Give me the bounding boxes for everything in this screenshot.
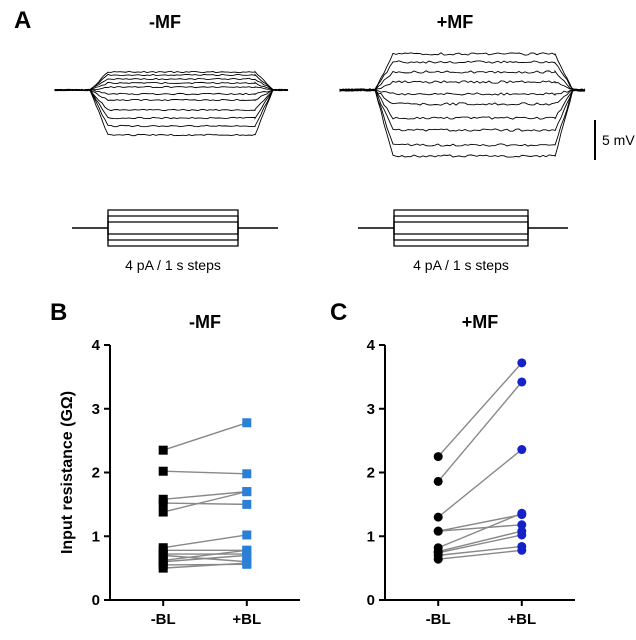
pair-line bbox=[438, 382, 522, 481]
data-point bbox=[434, 555, 443, 564]
x-tick-label: -BL bbox=[151, 611, 176, 628]
data-point bbox=[242, 487, 251, 496]
protocol-step bbox=[394, 228, 528, 234]
x-tick-label: +BL bbox=[232, 611, 261, 628]
voltage-trace bbox=[340, 89, 585, 157]
data-point bbox=[242, 559, 251, 568]
protocol-step bbox=[394, 222, 528, 228]
protocol-step bbox=[108, 228, 238, 246]
voltage-trace bbox=[340, 61, 585, 91]
panel-a-letter: A bbox=[14, 7, 31, 34]
data-point bbox=[434, 527, 443, 536]
y-tick-label: 1 bbox=[367, 528, 375, 545]
data-point bbox=[159, 467, 168, 476]
panel-a-title-left: -MF bbox=[149, 12, 181, 32]
y-tick-label: 2 bbox=[92, 465, 100, 482]
voltage-trace bbox=[340, 53, 585, 91]
paired-plot: C +MF 0 1 2 3 4 -BL +BL bbox=[330, 299, 575, 628]
data-point bbox=[242, 530, 251, 539]
protocol-step bbox=[394, 210, 528, 228]
pair-line bbox=[438, 450, 522, 518]
protocol-step bbox=[108, 228, 238, 234]
y-axis-label: Input resistance (GΩ) bbox=[59, 391, 76, 554]
paired-plot: B -MF 0 1 2 3 4 Input resistance (GΩ) -BL +BL bbox=[50, 299, 300, 628]
y-tick-label: 0 bbox=[92, 592, 100, 609]
pair-line bbox=[163, 423, 247, 450]
data-point bbox=[517, 509, 526, 518]
x-tick-label: +BL bbox=[507, 611, 536, 628]
data-point bbox=[242, 500, 251, 509]
scalebar-label: 5 mV bbox=[602, 132, 635, 148]
protocol-step bbox=[108, 210, 238, 228]
pair-line bbox=[438, 363, 522, 457]
voltage-trace bbox=[55, 89, 288, 135]
data-point bbox=[434, 513, 443, 522]
data-point bbox=[517, 530, 526, 539]
y-tick-label: 1 bbox=[92, 528, 100, 545]
data-point bbox=[242, 418, 251, 427]
data-point bbox=[517, 358, 526, 367]
trace-group bbox=[340, 53, 585, 157]
data-point bbox=[159, 564, 168, 573]
data-point bbox=[517, 546, 526, 555]
y-tick-label: 4 bbox=[92, 337, 101, 354]
protocol-step bbox=[108, 222, 238, 228]
panel-title: +MF bbox=[462, 312, 499, 332]
y-tick-label: 0 bbox=[367, 592, 375, 609]
data-point bbox=[159, 508, 168, 517]
panel-letter: B bbox=[50, 299, 67, 326]
pair-line bbox=[163, 471, 247, 474]
data-point bbox=[159, 499, 168, 508]
x-tick-label: -BL bbox=[426, 611, 451, 628]
y-tick-label: 2 bbox=[367, 465, 375, 482]
data-point bbox=[517, 445, 526, 454]
voltage-trace bbox=[55, 78, 288, 90]
pair-line bbox=[163, 492, 247, 500]
data-point bbox=[517, 377, 526, 386]
y-tick-label: 4 bbox=[367, 337, 376, 354]
pair-line bbox=[163, 503, 247, 504]
panel-title: -MF bbox=[189, 312, 221, 332]
trace-group bbox=[55, 71, 288, 135]
voltage-trace bbox=[55, 74, 288, 90]
protocol bbox=[72, 210, 278, 246]
protocol bbox=[358, 210, 568, 246]
data-point bbox=[434, 452, 443, 461]
panel-letter: C bbox=[330, 299, 347, 326]
protocol-step bbox=[394, 228, 528, 246]
voltage-trace bbox=[55, 89, 288, 126]
data-point bbox=[159, 446, 168, 455]
protocol-label-left: 4 pA / 1 s steps bbox=[125, 257, 221, 273]
data-point bbox=[434, 477, 443, 486]
pair-line bbox=[163, 563, 247, 568]
pair-line bbox=[438, 535, 522, 553]
pair-line bbox=[163, 492, 247, 512]
data-point bbox=[242, 469, 251, 478]
y-tick-label: 3 bbox=[367, 401, 375, 418]
protocol-label-right: 4 pA / 1 s steps bbox=[413, 257, 509, 273]
panel-a-title-right: +MF bbox=[437, 12, 474, 32]
y-tick-label: 3 bbox=[92, 401, 100, 418]
pair-line bbox=[163, 535, 247, 548]
